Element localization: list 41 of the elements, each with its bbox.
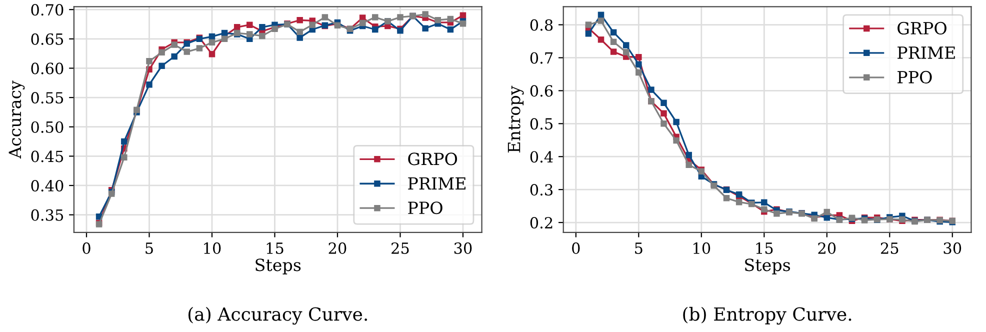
x-tick-label: 5 — [635, 242, 642, 254]
x-tick-label: 10 — [694, 242, 710, 254]
x-tick-label: 20 — [818, 242, 836, 254]
legend-label: PPO — [408, 202, 442, 214]
y-tick-label: 0.55 — [31, 92, 64, 104]
x-tick-label: 20 — [328, 242, 346, 254]
x-tick-label: 30 — [454, 242, 472, 254]
legend-label: GRPO — [898, 22, 946, 35]
y-tick-label: 0.7 — [530, 52, 553, 64]
y-tick-label: 0.4 — [530, 151, 553, 163]
y-tick-label: 0.5 — [530, 118, 552, 130]
x-tick-label: 15 — [756, 242, 773, 254]
y-axis-title: Entropy — [508, 86, 524, 152]
x-tick-label: 30 — [944, 242, 962, 254]
x-tick-label: 10 — [204, 242, 221, 254]
y-tick-label: 0.8 — [530, 19, 553, 31]
y-tick-label: 0.40 — [31, 180, 64, 192]
x-tick-label: 0 — [82, 242, 90, 254]
y-tick-label: 0.6 — [530, 85, 553, 97]
legend-label: PPO — [898, 70, 932, 84]
y-tick-label: 0.70 — [31, 4, 64, 16]
text: (a) Accuracy Curve. — [188, 306, 367, 325]
x-tick-label: 25 — [392, 242, 409, 254]
y-tick-label: 0.45 — [31, 150, 64, 162]
y-tick-label: 0.3 — [530, 184, 553, 196]
x-axis-title: Steps — [745, 258, 790, 274]
y-tick-label: 0.35 — [31, 209, 64, 221]
y-tick-label: 0.60 — [31, 62, 64, 74]
y-tick-label: 0.50 — [31, 121, 64, 133]
x-tick-label: 5 — [146, 242, 153, 254]
y-tick-label: 0.65 — [31, 33, 64, 45]
legend-label: GRPO — [408, 152, 458, 166]
x-tick-label: 0 — [572, 242, 580, 254]
x-axis-title: Steps — [256, 258, 301, 274]
legend-label: PRIME — [898, 46, 955, 59]
x-tick-label: 15 — [266, 242, 284, 254]
legend-label: PRIME — [408, 177, 466, 190]
y-tick-label: 0.2 — [530, 216, 552, 229]
text: (b) Entropy Curve. — [683, 306, 852, 325]
y-axis-title: Accuracy — [8, 80, 25, 159]
x-tick-label: 25 — [880, 242, 898, 254]
